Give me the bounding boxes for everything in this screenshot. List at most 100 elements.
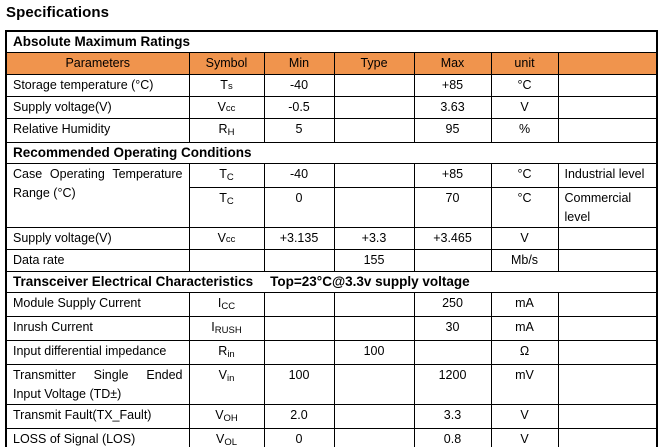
cell-parameter: Supply voltage(V) [5, 226, 190, 250]
symbol-base: V [218, 367, 227, 382]
cell-min: 0 [263, 186, 335, 228]
table-row-relative-humidity: Relative Humidity RH 5 95 % [5, 117, 658, 143]
symbol-subscript: C [226, 171, 234, 183]
cell-note [557, 291, 658, 317]
section-title-cell: Transceiver Electrical Characteristics To… [5, 270, 658, 293]
cell-max [413, 248, 492, 272]
cell-parameter: Transmit Fault(TX_Fault) [5, 403, 190, 429]
column-header-unit: unit [490, 51, 559, 75]
cell-note [557, 403, 658, 429]
symbol-base: V [215, 407, 224, 422]
cell-min [263, 339, 335, 365]
table-row-input-differential-impedance: Input differential impedance Rin 100 Ω [5, 339, 658, 365]
cell-note [557, 226, 658, 250]
table-row-storage-temperature: Storage temperature (°C) Ts -40 +85 °C [5, 73, 658, 97]
symbol-base: T [219, 166, 227, 181]
column-header-min: Min [263, 51, 335, 75]
cell-note [557, 315, 658, 341]
column-header-row: Parameters Symbol Min Type Max unit [5, 51, 658, 75]
table-row-supply-voltage-abs: Supply voltage(V) Vcc -0.5 3.63 V [5, 95, 658, 119]
symbol-base: V [217, 230, 226, 245]
symbol-base: I [217, 295, 222, 310]
cell-parameter: LOSS of Signal (LOS) [5, 427, 190, 447]
symbol-subscript: in [227, 348, 235, 360]
cell-type [333, 162, 415, 188]
symbol-base: I [211, 319, 215, 334]
cell-symbol: Vcc [188, 95, 265, 119]
cell-unit: mA [490, 291, 559, 317]
cell-parameter: Transmitter Single Ended Input Voltage (… [5, 363, 190, 405]
symbol-base: T [220, 77, 228, 92]
table-row-transmitter-single-ended-input-voltage: Transmitter Single Ended Input Voltage (… [5, 363, 658, 405]
symbol-suffix: cc [225, 102, 236, 114]
cell-symbol: TC [188, 186, 265, 228]
symbol-subscript: OH [223, 412, 238, 424]
cell-parameter: Module Supply Current [5, 291, 190, 317]
section-row-absolute-maximum-ratings: Absolute Maximum Ratings [5, 30, 658, 53]
cell-min [263, 248, 335, 272]
cell-min: 100 [263, 363, 335, 405]
cell-min: +3.135 [263, 226, 335, 250]
cell-type [333, 291, 415, 317]
cell-unit: V [490, 95, 559, 119]
cell-unit: Ω [490, 339, 559, 365]
section-title: Absolute Maximum Ratings [13, 34, 191, 49]
cell-min: -40 [263, 73, 335, 97]
parameter-line1: Case Operating Temperature [13, 166, 183, 181]
cell-unit: °C [490, 73, 559, 97]
specifications-table: Absolute Maximum Ratings Parameters Symb… [5, 30, 659, 447]
parameter-line2: Range (°C) [13, 185, 76, 200]
cell-max [413, 339, 492, 365]
symbol-base: V [217, 99, 226, 114]
table-row-supply-voltage-rec: Supply voltage(V) Vcc +3.135 +3.3 +3.465… [5, 226, 658, 250]
cell-symbol: Vcc [188, 226, 265, 250]
cell-unit: Mb/s [490, 248, 559, 272]
parameter-line1: Transmitter Single Ended [13, 367, 183, 382]
cell-max: +3.465 [413, 226, 492, 250]
cell-type [333, 73, 415, 97]
cell-note [557, 427, 658, 447]
cell-symbol: ICC [188, 291, 265, 317]
cell-parameter: Relative Humidity [5, 117, 190, 143]
cell-type [333, 186, 415, 228]
cell-symbol: TC [188, 162, 265, 188]
section-row-transceiver-electrical-characteristics: Transceiver Electrical Characteristics To… [5, 270, 658, 293]
cell-type [333, 403, 415, 429]
cell-min [263, 291, 335, 317]
section-title-cell: Absolute Maximum Ratings [5, 30, 658, 53]
cell-note [557, 248, 658, 272]
cell-symbol: Rin [188, 339, 265, 365]
cell-symbol: Ts [188, 73, 265, 97]
cell-parameter: Data rate [5, 248, 190, 272]
table-row-case-temp-industrial: Case Operating Temperature Range (°C) TC… [5, 162, 658, 228]
symbol-base: T [219, 190, 227, 205]
column-header-type: Type [333, 51, 415, 75]
cell-max: 30 [413, 315, 492, 341]
cell-unit: V [490, 427, 559, 447]
section-title: Recommended Operating Conditions [13, 144, 252, 160]
table-row-case-temp-commercial: TC 0 70 °C Commercial level [6, 186, 658, 228]
symbol-subscript: RUSH [214, 324, 242, 336]
symbol-suffix: s [227, 80, 233, 92]
cell-type [333, 315, 415, 341]
cell-max: 95 [413, 117, 492, 143]
cell-parameter: Inrush Current [5, 315, 190, 341]
cell-max: +85 [413, 162, 492, 188]
cell-unit: °C [490, 186, 559, 228]
cell-type: 100 [333, 339, 415, 365]
symbol-suffix: cc [225, 233, 236, 245]
cell-min: 5 [263, 117, 335, 143]
cell-type [333, 117, 415, 143]
column-header-symbol: Symbol [188, 51, 265, 75]
cell-symbol [188, 248, 265, 272]
cell-note [557, 117, 658, 143]
symbol-subscript: in [226, 372, 235, 384]
symbol-base: V [215, 431, 225, 446]
symbol-base: R [218, 343, 228, 358]
column-header-parameters: Parameters [5, 51, 190, 75]
page-title: Specifications [6, 4, 110, 21]
cell-note [557, 73, 658, 97]
table-row-loss-of-signal: LOSS of Signal (LOS) VOL 0 0.8 V [5, 427, 658, 447]
symbol-subscript: H [227, 126, 235, 138]
cell-max: 0.8 [413, 427, 492, 447]
